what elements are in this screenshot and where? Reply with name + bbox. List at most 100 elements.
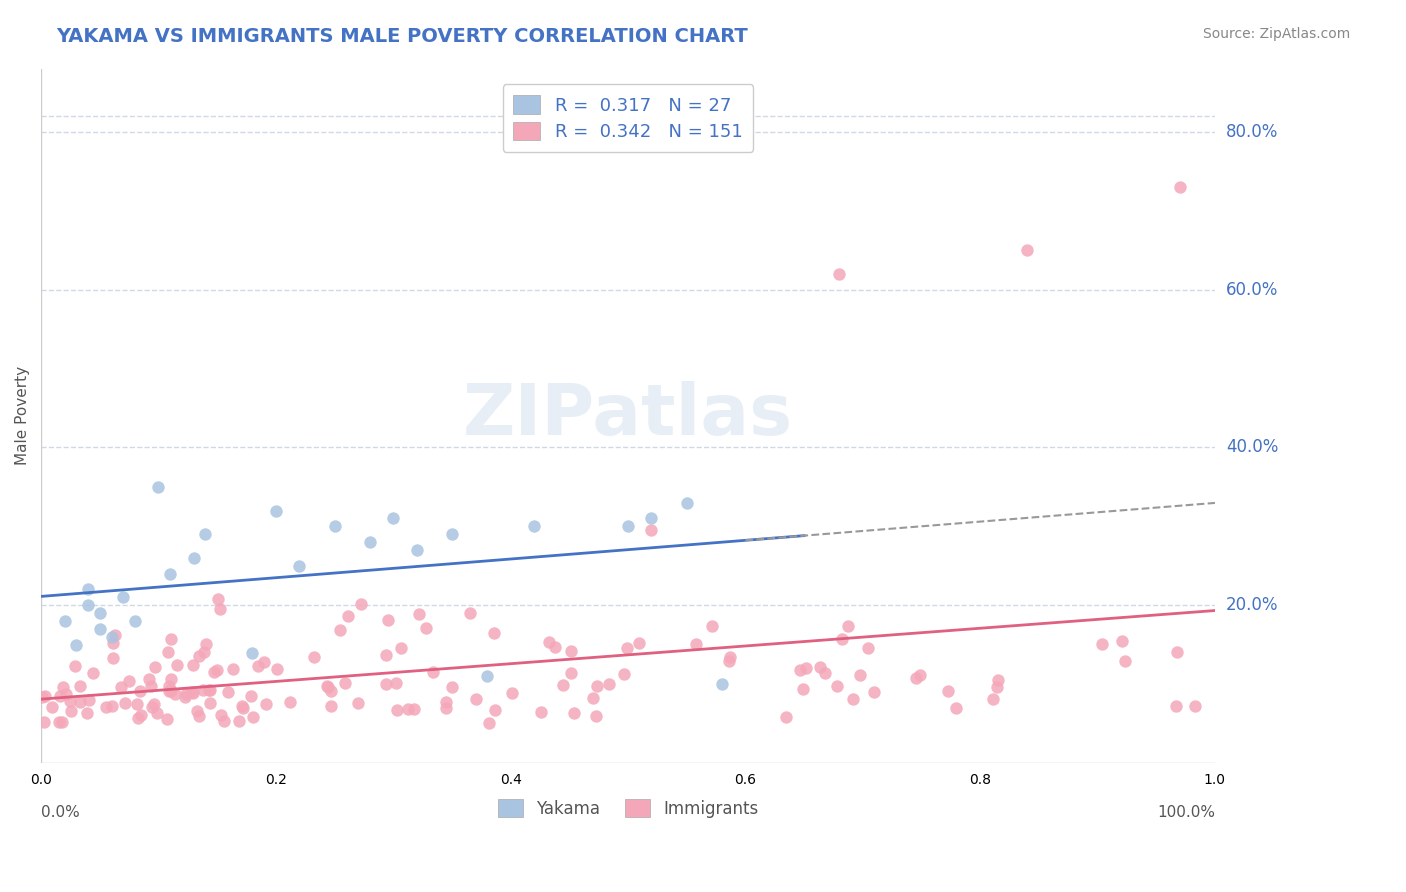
- Point: [910, 668, 932, 682]
- Point: [598, 677, 620, 691]
- Point: [82, 666, 104, 681]
- Point: [523, 519, 546, 533]
- Point: [796, 660, 818, 674]
- Point: [200, 696, 222, 710]
- Point: [1114, 654, 1136, 668]
- Point: [103, 628, 125, 642]
- Point: [377, 613, 399, 627]
- Point: [586, 679, 609, 693]
- Point: [208, 602, 231, 616]
- Point: [808, 660, 831, 674]
- Point: [228, 714, 250, 729]
- Point: [543, 640, 565, 655]
- Point: [127, 711, 149, 725]
- Point: [530, 705, 553, 719]
- Point: [987, 673, 1010, 687]
- Point: [157, 680, 180, 694]
- Point: [156, 712, 179, 726]
- Point: [69, 679, 91, 693]
- Point: [375, 676, 398, 690]
- Point: [1166, 644, 1188, 658]
- Point: [124, 614, 146, 628]
- Point: [55, 687, 77, 701]
- Point: [180, 685, 202, 699]
- Point: [856, 640, 879, 655]
- Point: [440, 527, 463, 541]
- Point: [333, 676, 356, 690]
- Point: [77, 599, 100, 613]
- Text: 60.0%: 60.0%: [1226, 280, 1278, 299]
- Point: [264, 503, 287, 517]
- Point: [627, 636, 650, 650]
- Point: [195, 637, 218, 651]
- Point: [537, 635, 560, 649]
- Point: [848, 668, 870, 682]
- Point: [207, 592, 229, 607]
- Point: [316, 680, 339, 694]
- Point: [440, 681, 463, 695]
- Point: [553, 678, 575, 692]
- Point: [209, 708, 232, 723]
- Point: [143, 698, 166, 712]
- Point: [408, 607, 430, 621]
- Point: [484, 703, 506, 717]
- Point: [77, 582, 100, 597]
- Point: [585, 709, 607, 723]
- Point: [1091, 637, 1114, 651]
- Point: [1111, 634, 1133, 648]
- Point: [321, 684, 343, 698]
- Point: [51, 715, 73, 730]
- Point: [616, 640, 638, 655]
- Point: [710, 677, 733, 691]
- Point: [981, 691, 1004, 706]
- Point: [117, 673, 139, 688]
- Point: [202, 665, 225, 679]
- Point: [112, 591, 135, 605]
- Point: [814, 665, 837, 680]
- Point: [59, 704, 82, 718]
- Point: [173, 690, 195, 704]
- Point: [475, 669, 498, 683]
- Point: [69, 695, 91, 709]
- Point: [253, 655, 276, 669]
- Point: [198, 683, 221, 698]
- Point: [1168, 180, 1191, 194]
- Point: [159, 566, 181, 581]
- Point: [842, 692, 865, 706]
- Text: YAKAMA VS IMMIGRANTS MALE POVERTY CORRELATION CHART: YAKAMA VS IMMIGRANTS MALE POVERTY CORREL…: [56, 27, 748, 45]
- Point: [138, 673, 160, 687]
- Point: [146, 706, 169, 720]
- Point: [31, 690, 53, 705]
- Point: [562, 706, 585, 721]
- Point: [103, 636, 125, 650]
- Point: [346, 697, 368, 711]
- Point: [246, 658, 269, 673]
- Point: [415, 620, 437, 634]
- Point: [640, 511, 662, 525]
- Point: [77, 692, 100, 706]
- Point: [52, 680, 75, 694]
- Point: [53, 614, 76, 628]
- Point: [718, 654, 741, 668]
- Point: [389, 641, 412, 656]
- Point: [231, 699, 253, 714]
- Point: [143, 660, 166, 674]
- Point: [385, 703, 408, 717]
- Point: [214, 714, 236, 728]
- Point: [129, 707, 152, 722]
- Point: [160, 632, 183, 647]
- Point: [775, 710, 797, 724]
- Point: [94, 700, 117, 714]
- Point: [702, 619, 724, 633]
- Point: [1017, 243, 1039, 257]
- Point: [160, 672, 183, 686]
- Point: [337, 608, 360, 623]
- Point: [207, 663, 229, 677]
- Point: [405, 543, 427, 558]
- Point: [186, 705, 208, 719]
- Point: [718, 650, 741, 665]
- Point: [114, 696, 136, 710]
- Text: 80.0%: 80.0%: [1226, 123, 1278, 141]
- Point: [385, 675, 408, 690]
- Point: [76, 706, 98, 721]
